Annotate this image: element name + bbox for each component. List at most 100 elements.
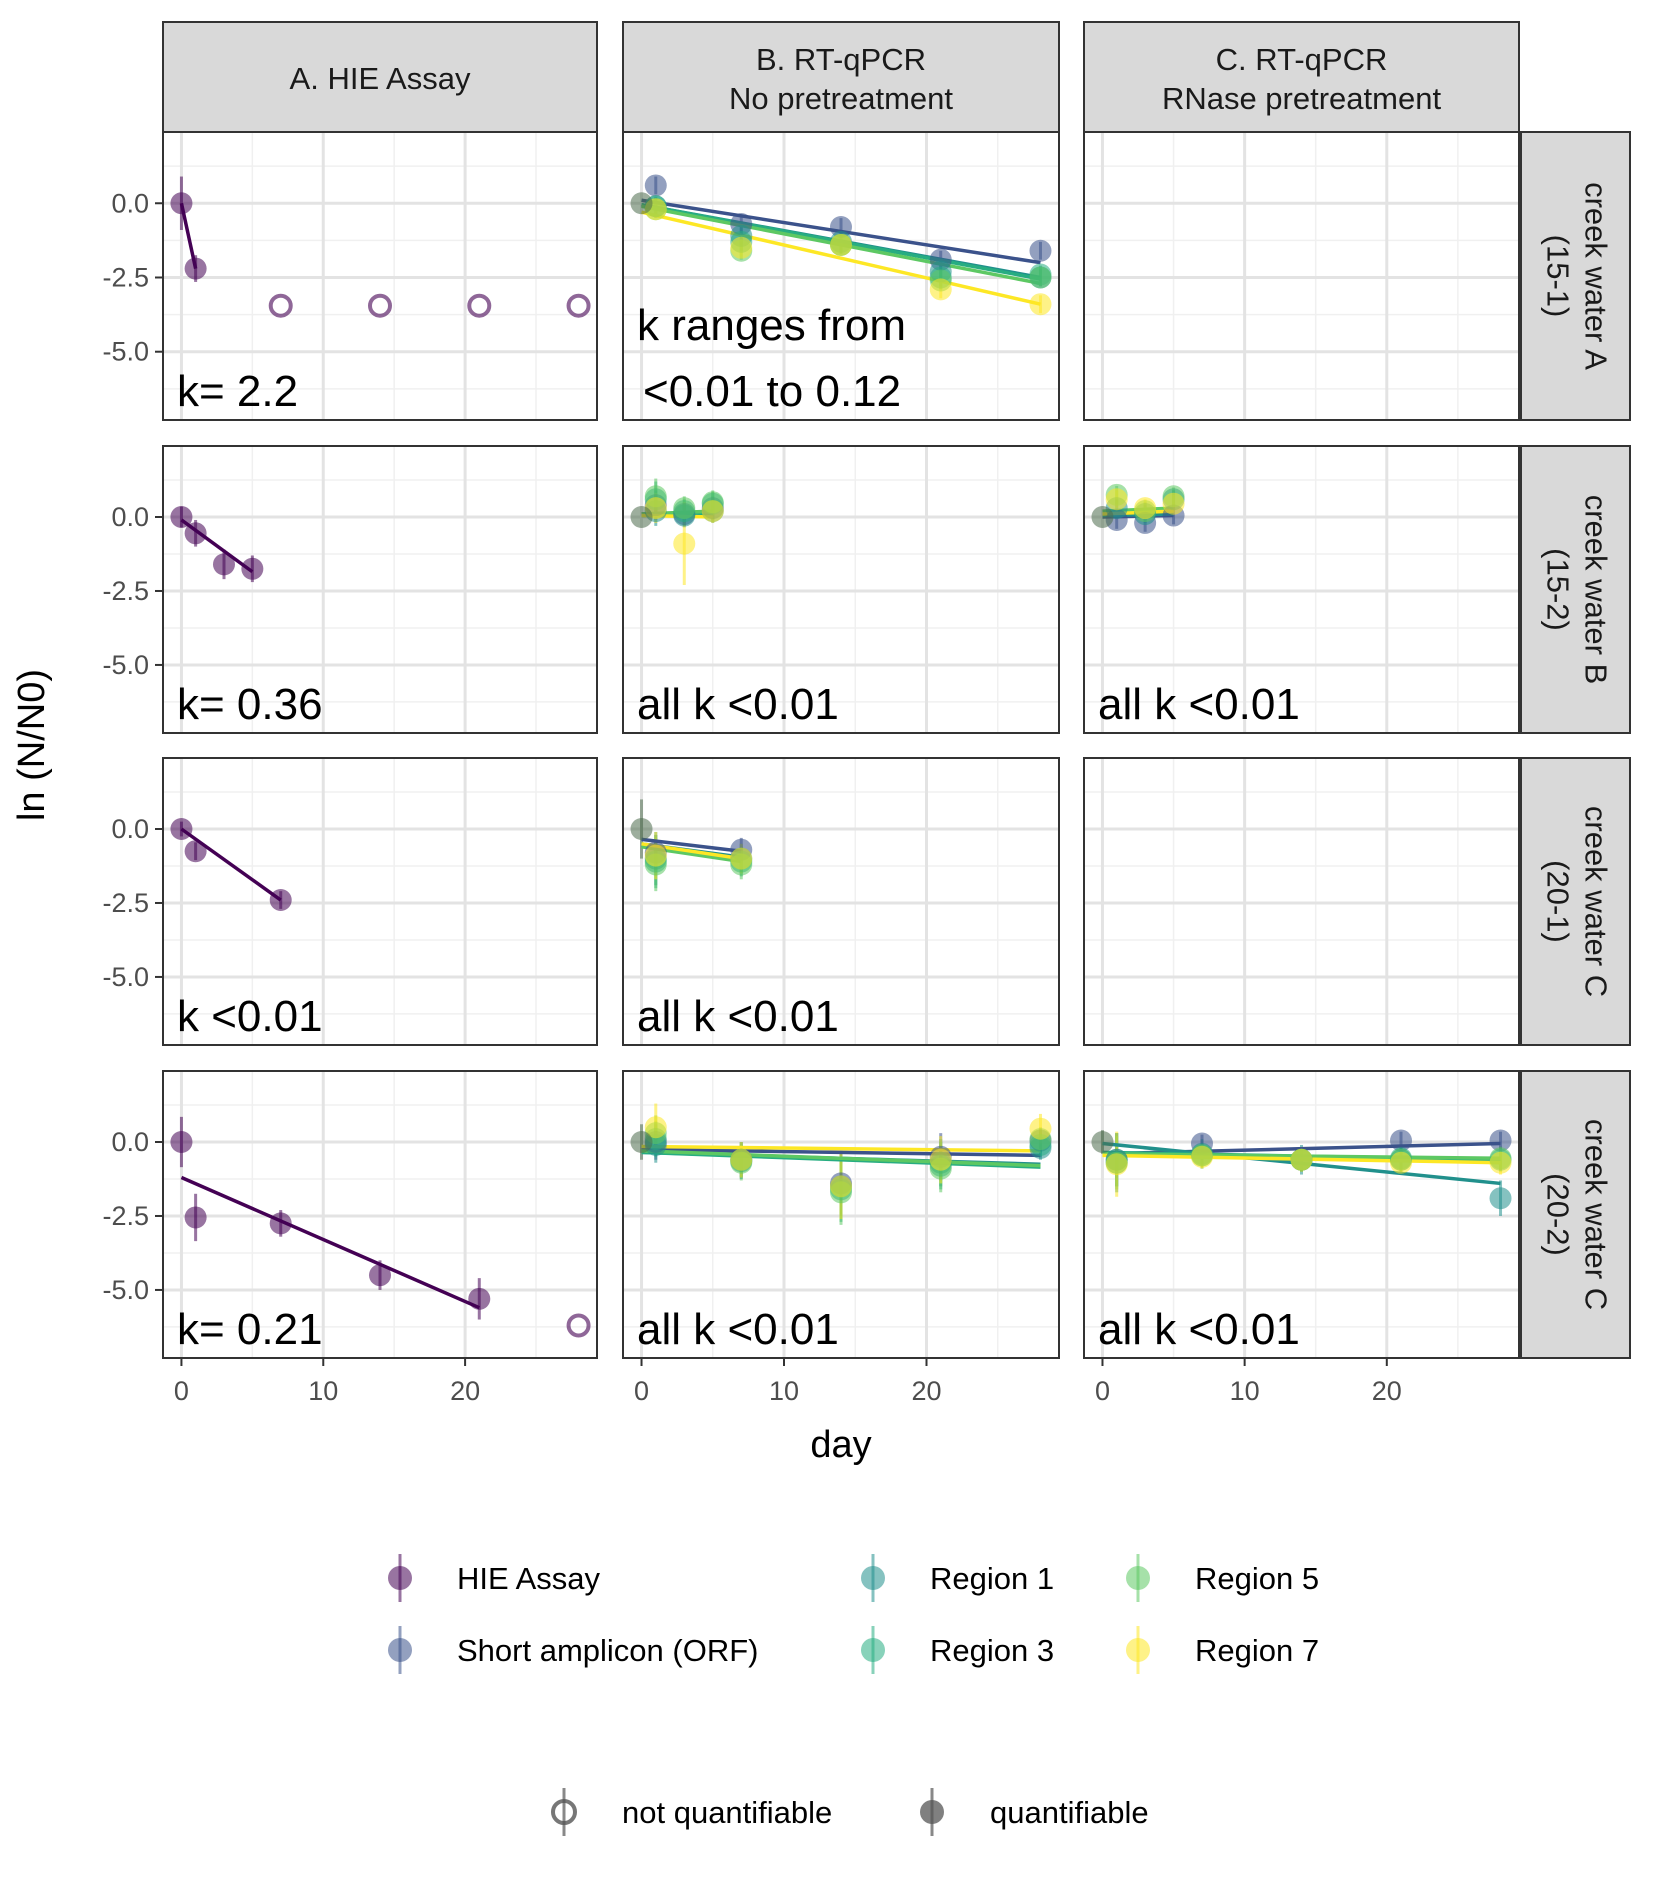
- legend-item: Region 7: [1126, 1626, 1319, 1674]
- x-tick-label: 20: [1372, 1376, 1402, 1406]
- data-point: [673, 532, 696, 555]
- y-tick-label: 0.0: [111, 502, 149, 532]
- data-point: [630, 506, 653, 529]
- row-strip-label: creek water C: [1578, 806, 1613, 997]
- row-strip-label: creek water B: [1578, 495, 1613, 685]
- y-tick-label: -5.0: [102, 962, 149, 992]
- data-point-open: [467, 293, 492, 318]
- x-tick-label: 20: [450, 1376, 480, 1406]
- legend-label: Region 7: [1195, 1633, 1319, 1668]
- data-point-open: [268, 293, 293, 318]
- fit-line: [180, 1175, 480, 1310]
- x-tick-label: 10: [1230, 1376, 1260, 1406]
- column-strip-label: No pretreatment: [729, 81, 953, 116]
- column-strip-label: B. RT-qPCR: [756, 42, 926, 77]
- panel-border: [162, 1070, 598, 1359]
- fit-line: [641, 837, 742, 853]
- legend-swatch: [861, 1566, 885, 1590]
- row-strip: [1520, 1070, 1631, 1359]
- panel-border: [622, 757, 1060, 1046]
- data-point-open: [566, 1313, 591, 1338]
- data-point: [170, 818, 193, 841]
- k-annotation: k= 0.21: [177, 1305, 323, 1354]
- legend-item: Short amplicon (ORF): [388, 1626, 758, 1674]
- fit-line: [641, 1149, 1041, 1168]
- panel-B-r1: [630, 174, 1052, 316]
- legend-swatch: [388, 1566, 412, 1590]
- row-strip-label: (15-1): [1540, 235, 1575, 318]
- data-point: [673, 497, 696, 520]
- data-point: [644, 1116, 667, 1139]
- data-point: [184, 257, 207, 280]
- axes-layer: [155, 21, 1631, 1366]
- data-point: [184, 522, 207, 545]
- data-point: [929, 1148, 952, 1171]
- data-point: [644, 844, 667, 867]
- open-circle-icon: [551, 1799, 577, 1825]
- row-strip-label: (20-2): [1540, 1173, 1575, 1256]
- data-point: [1134, 497, 1157, 520]
- row-strip-label: (20-1): [1540, 860, 1575, 943]
- x-tick-label: 10: [308, 1376, 338, 1406]
- data-point: [1489, 1151, 1512, 1174]
- legend-swatch: [861, 1638, 885, 1662]
- data-point: [630, 818, 653, 841]
- data-point: [1091, 506, 1114, 529]
- grid-layer: [163, 132, 1519, 1358]
- k-annotation: k= 2.2: [177, 367, 298, 416]
- data-point: [468, 1287, 491, 1310]
- row-strip-label: creek water C: [1578, 1119, 1613, 1310]
- x-tick-label: 0: [174, 1376, 189, 1406]
- text-layer: ln (N/N0) day A. HIE Assay B. RT-qPCR No p…: [11, 42, 1613, 1466]
- legend-swatch: [1126, 1566, 1150, 1590]
- legend-item: HIE Assay: [388, 1554, 600, 1602]
- panel-border: [1083, 1070, 1520, 1359]
- data-point: [1489, 1187, 1512, 1210]
- panel-border: [622, 131, 1060, 421]
- data-point: [170, 1131, 193, 1154]
- data-point: [1390, 1151, 1413, 1174]
- legend-label: Region 5: [1195, 1561, 1319, 1596]
- panel-border: [622, 445, 1060, 734]
- row-strip-label: (15-2): [1540, 548, 1575, 631]
- y-tick-label: -5.0: [102, 1275, 149, 1305]
- data-point: [730, 1148, 753, 1171]
- fit-line: [179, 202, 198, 269]
- legend-item: Region 3: [861, 1626, 1054, 1674]
- data-point-open: [368, 293, 392, 318]
- legend-label: Region 3: [930, 1633, 1054, 1668]
- data-point: [630, 192, 653, 215]
- y-tick-label: -2.5: [102, 262, 149, 292]
- y-tick-label: -2.5: [102, 888, 149, 918]
- k-annotation: <0.01 to 0.12: [643, 367, 901, 416]
- k-annotation: all k <0.01: [637, 992, 839, 1041]
- column-strip-label: C. RT-qPCR: [1216, 42, 1388, 77]
- x-tick-label: 0: [634, 1376, 649, 1406]
- panel-A-r3: [170, 818, 292, 912]
- data-point: [170, 192, 193, 215]
- panel-border: [1083, 757, 1520, 1046]
- x-tick-label: 10: [769, 1376, 799, 1406]
- panel-border: [1083, 445, 1520, 734]
- k-annotation: k= 0.36: [177, 680, 323, 729]
- data-point: [369, 1264, 391, 1287]
- data-point: [1190, 1145, 1213, 1168]
- k-annotation: all k <0.01: [637, 680, 839, 729]
- column-strip-label: RNase pretreatment: [1162, 81, 1442, 116]
- row-strip-label: creek water A: [1578, 182, 1613, 370]
- data-point: [212, 553, 235, 576]
- panel-B-r4: [630, 1103, 1052, 1225]
- panel-border: [1083, 131, 1520, 421]
- data-point: [184, 1206, 207, 1229]
- k-annotation: all k <0.01: [1098, 680, 1300, 729]
- panel-A-r1: [170, 176, 591, 318]
- column-strip: [622, 21, 1060, 133]
- y-tick-label: -2.5: [102, 576, 149, 606]
- panel-C-r2: [1091, 483, 1185, 534]
- legend-item: Region 1: [861, 1554, 1054, 1602]
- data-point: [830, 233, 852, 256]
- data-point: [1489, 1129, 1512, 1152]
- x-tick-label: 0: [1095, 1376, 1110, 1406]
- row-strip: [1520, 445, 1631, 734]
- data-point: [1029, 293, 1052, 316]
